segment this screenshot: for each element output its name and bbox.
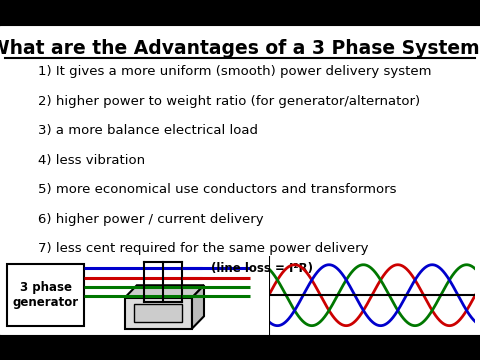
Bar: [134, 304, 182, 323]
Text: 3) a more balance electrical load: 3) a more balance electrical load: [38, 124, 258, 137]
Polygon shape: [125, 285, 204, 298]
Text: 5) more economical use conductors and transformors: 5) more economical use conductors and tr…: [38, 183, 397, 196]
Text: 1) It gives a more uniform (smooth) power delivery system: 1) It gives a more uniform (smooth) powe…: [38, 66, 432, 78]
Text: (line loss = I²R): (line loss = I²R): [211, 262, 313, 275]
Text: 4) less vibration: 4) less vibration: [38, 154, 145, 167]
Bar: [125, 298, 192, 329]
Text: 3 phase
generator: 3 phase generator: [12, 280, 79, 309]
Text: 2) higher power to weight ratio (for generator/alternator): 2) higher power to weight ratio (for gen…: [38, 95, 420, 108]
Text: What are the Advantages of a 3 Phase System?: What are the Advantages of a 3 Phase Sys…: [0, 39, 480, 58]
FancyBboxPatch shape: [7, 264, 84, 325]
Polygon shape: [192, 285, 204, 329]
Text: 6) higher power / current delivery: 6) higher power / current delivery: [38, 212, 264, 225]
Text: 7) less cent required for the same power delivery: 7) less cent required for the same power…: [38, 242, 369, 255]
